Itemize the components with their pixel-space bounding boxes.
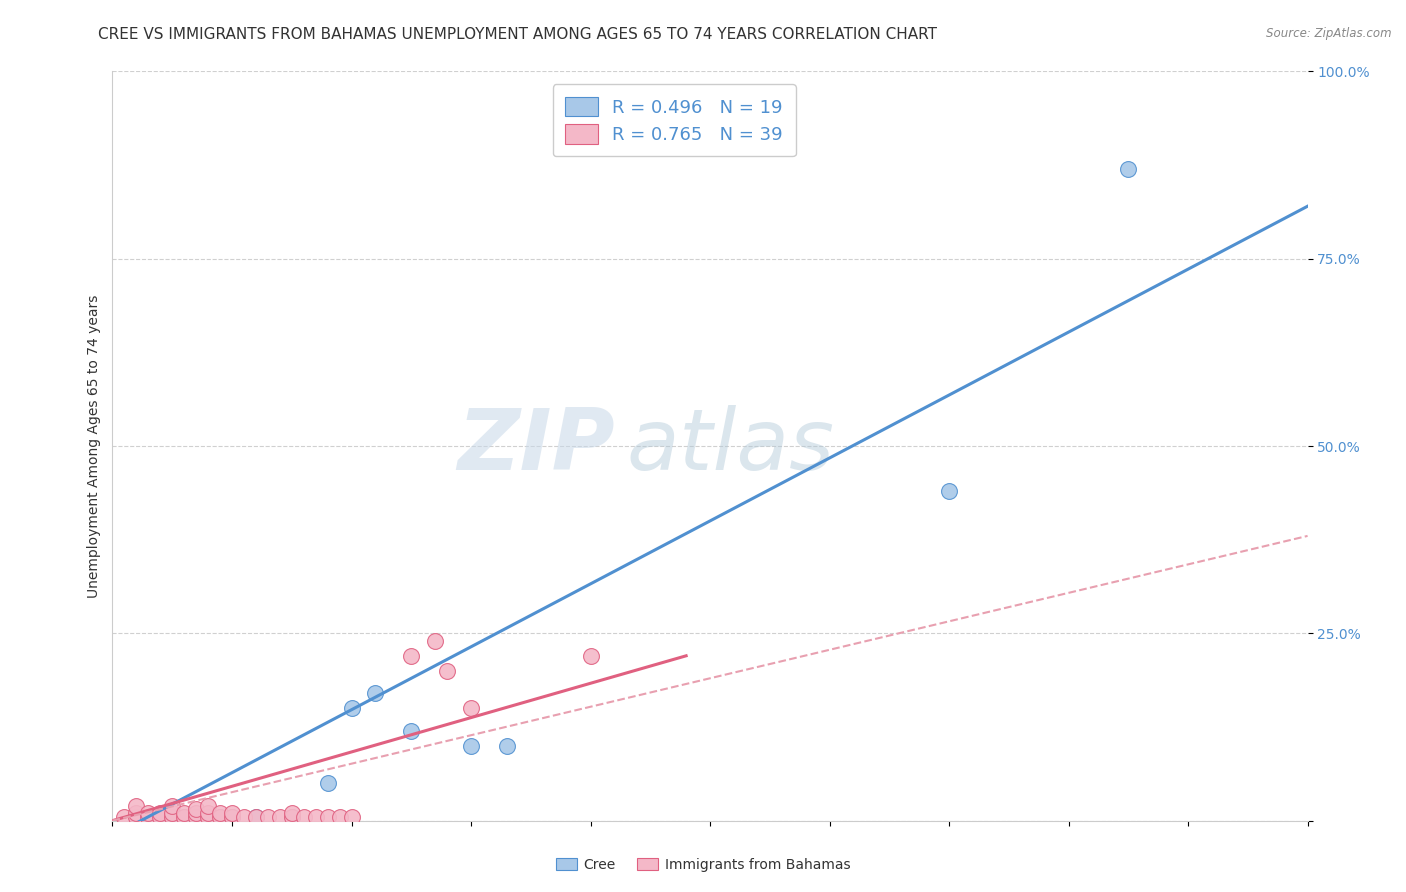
Text: ZIP: ZIP <box>457 404 614 488</box>
Point <box>125 806 148 821</box>
Point <box>125 810 148 824</box>
Point <box>364 686 387 700</box>
Point <box>149 810 172 824</box>
Point <box>162 810 183 824</box>
Point <box>149 806 172 821</box>
Point <box>173 810 195 824</box>
Point <box>173 810 195 824</box>
Point <box>292 810 315 824</box>
Point <box>186 806 208 821</box>
Point <box>233 810 256 824</box>
Point <box>401 723 423 738</box>
Point <box>125 798 148 813</box>
Point <box>197 810 219 824</box>
Point <box>197 798 219 813</box>
Point <box>209 810 232 824</box>
Point <box>186 810 208 824</box>
Point <box>436 664 458 678</box>
Text: atlas: atlas <box>627 404 834 488</box>
Point <box>305 810 328 824</box>
Point <box>340 701 363 715</box>
Point <box>329 810 352 824</box>
Point <box>173 806 195 821</box>
Point <box>316 776 339 790</box>
Point <box>1118 161 1140 176</box>
Point <box>221 810 243 824</box>
Point <box>209 810 232 824</box>
Y-axis label: Unemployment Among Ages 65 to 74 years: Unemployment Among Ages 65 to 74 years <box>87 294 101 598</box>
Point <box>281 806 304 821</box>
Point <box>138 806 160 821</box>
Point <box>401 648 423 663</box>
Point <box>340 810 363 824</box>
Point <box>425 633 447 648</box>
Point <box>245 810 267 824</box>
Point <box>460 701 482 715</box>
Point <box>245 810 267 824</box>
Point <box>149 810 172 824</box>
Text: CREE VS IMMIGRANTS FROM BAHAMAS UNEMPLOYMENT AMONG AGES 65 TO 74 YEARS CORRELATI: CREE VS IMMIGRANTS FROM BAHAMAS UNEMPLOY… <box>98 27 938 42</box>
Point <box>221 806 243 821</box>
Point <box>162 798 183 813</box>
Point <box>197 806 219 821</box>
Point <box>125 810 148 824</box>
Point <box>186 802 208 816</box>
Point <box>579 648 602 663</box>
Point <box>496 739 519 753</box>
Point <box>138 810 160 824</box>
Legend: R = 0.496   N = 19, R = 0.765   N = 39: R = 0.496 N = 19, R = 0.765 N = 39 <box>553 84 796 156</box>
Point <box>269 810 291 824</box>
Point <box>221 810 243 824</box>
Point <box>162 810 183 824</box>
Point <box>316 810 339 824</box>
Point <box>257 810 280 824</box>
Point <box>162 806 183 821</box>
Point <box>197 810 219 824</box>
Point <box>281 810 304 824</box>
Point <box>281 810 304 824</box>
Point <box>460 739 482 753</box>
Text: Source: ZipAtlas.com: Source: ZipAtlas.com <box>1267 27 1392 40</box>
Point <box>209 806 232 821</box>
Point <box>114 810 135 824</box>
Point <box>186 810 208 824</box>
Legend: Cree, Immigrants from Bahamas: Cree, Immigrants from Bahamas <box>551 854 855 876</box>
Point <box>938 483 960 498</box>
Point <box>138 810 160 824</box>
